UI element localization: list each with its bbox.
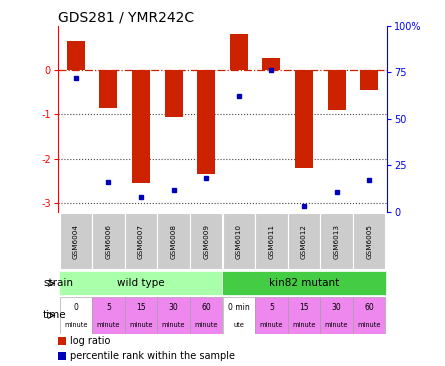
Bar xyxy=(67,41,85,70)
Text: minute: minute xyxy=(357,322,381,328)
Text: GSM6011: GSM6011 xyxy=(268,224,275,259)
Text: GSM6008: GSM6008 xyxy=(170,224,177,259)
Text: minute: minute xyxy=(129,322,153,328)
FancyBboxPatch shape xyxy=(222,297,255,334)
FancyBboxPatch shape xyxy=(222,271,385,295)
Text: 5: 5 xyxy=(269,303,274,312)
Text: percentile rank within the sample: percentile rank within the sample xyxy=(70,351,235,361)
FancyBboxPatch shape xyxy=(320,297,353,334)
Text: minute: minute xyxy=(259,322,283,328)
Text: 60: 60 xyxy=(364,303,374,312)
Bar xyxy=(197,70,215,174)
Text: 0 min: 0 min xyxy=(228,303,250,312)
Text: log ratio: log ratio xyxy=(70,336,111,346)
FancyBboxPatch shape xyxy=(60,297,92,334)
FancyBboxPatch shape xyxy=(288,213,320,269)
Text: GSM6010: GSM6010 xyxy=(236,224,242,259)
FancyBboxPatch shape xyxy=(158,297,190,334)
FancyBboxPatch shape xyxy=(60,271,222,295)
Text: minute: minute xyxy=(292,322,316,328)
Bar xyxy=(230,34,248,70)
FancyBboxPatch shape xyxy=(353,297,385,334)
Bar xyxy=(132,70,150,183)
Bar xyxy=(99,70,117,108)
Text: minute: minute xyxy=(162,322,186,328)
Text: GSM6004: GSM6004 xyxy=(73,224,79,259)
Text: minute: minute xyxy=(325,322,348,328)
Text: wild type: wild type xyxy=(117,279,165,288)
Text: minute: minute xyxy=(194,322,218,328)
FancyBboxPatch shape xyxy=(288,297,320,334)
FancyBboxPatch shape xyxy=(125,297,157,334)
Bar xyxy=(58,352,66,359)
Text: 5: 5 xyxy=(106,303,111,312)
FancyBboxPatch shape xyxy=(125,213,157,269)
Text: GSM6007: GSM6007 xyxy=(138,224,144,259)
FancyBboxPatch shape xyxy=(190,297,222,334)
Text: GSM6012: GSM6012 xyxy=(301,224,307,259)
Text: kin82 mutant: kin82 mutant xyxy=(269,279,339,288)
FancyBboxPatch shape xyxy=(92,213,125,269)
Text: 0: 0 xyxy=(73,303,78,312)
Bar xyxy=(360,70,378,90)
Text: 15: 15 xyxy=(299,303,309,312)
Text: strain: strain xyxy=(43,279,73,288)
FancyBboxPatch shape xyxy=(190,213,222,269)
Text: GSM6005: GSM6005 xyxy=(366,224,372,259)
Text: GSM6009: GSM6009 xyxy=(203,224,209,259)
FancyBboxPatch shape xyxy=(255,213,287,269)
Text: ute: ute xyxy=(233,322,244,328)
Bar xyxy=(165,70,182,117)
Bar xyxy=(295,70,313,168)
FancyBboxPatch shape xyxy=(60,213,92,269)
Text: minute: minute xyxy=(64,322,88,328)
FancyBboxPatch shape xyxy=(158,213,190,269)
Bar xyxy=(328,70,346,110)
Text: 30: 30 xyxy=(332,303,341,312)
Text: time: time xyxy=(43,310,67,321)
Text: minute: minute xyxy=(97,322,120,328)
FancyBboxPatch shape xyxy=(92,297,125,334)
Bar xyxy=(263,57,280,70)
FancyBboxPatch shape xyxy=(222,213,255,269)
FancyBboxPatch shape xyxy=(353,213,385,269)
Text: 60: 60 xyxy=(201,303,211,312)
Text: GSM6006: GSM6006 xyxy=(105,224,111,259)
Text: 15: 15 xyxy=(136,303,146,312)
FancyBboxPatch shape xyxy=(255,297,287,334)
Text: GDS281 / YMR242C: GDS281 / YMR242C xyxy=(58,11,194,25)
Text: GSM6013: GSM6013 xyxy=(334,224,340,259)
Bar xyxy=(58,337,66,345)
Text: 30: 30 xyxy=(169,303,178,312)
FancyBboxPatch shape xyxy=(320,213,353,269)
